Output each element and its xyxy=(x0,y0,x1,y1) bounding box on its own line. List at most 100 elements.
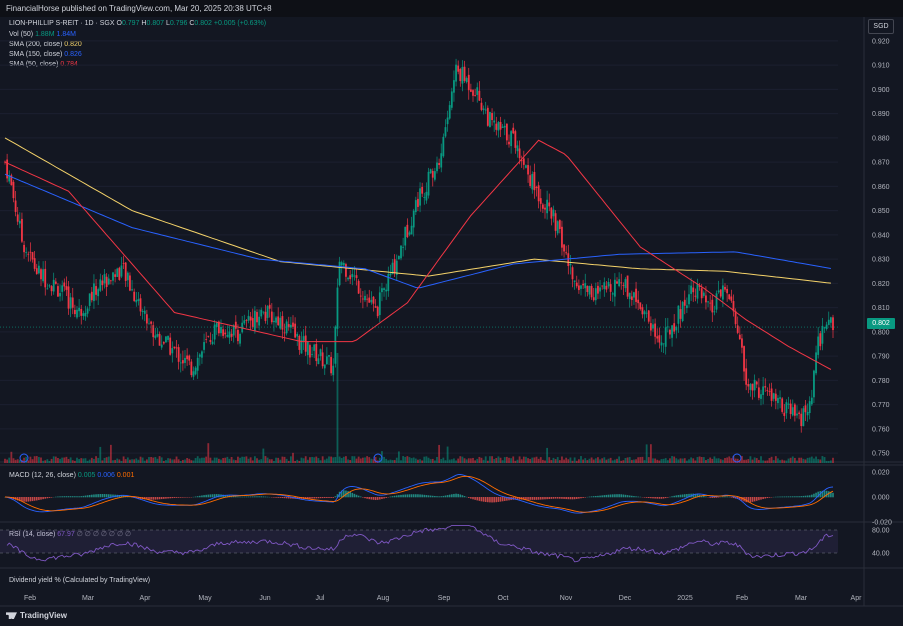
macd-hist-bar xyxy=(57,496,59,498)
macd-signal-line xyxy=(4,475,834,513)
macd-hist-bar xyxy=(611,494,614,498)
volume-bar xyxy=(264,456,267,463)
volume-bar xyxy=(745,459,748,463)
macd-hist-bar xyxy=(832,492,834,498)
candle-body xyxy=(628,292,631,300)
candle-body xyxy=(84,312,87,317)
volume-bar xyxy=(501,460,504,463)
volume-bar xyxy=(59,458,61,463)
candle-body xyxy=(484,109,487,111)
candle-body xyxy=(78,307,81,312)
volume-bar xyxy=(537,458,540,463)
macd-hist-bar xyxy=(16,497,19,501)
candle-body xyxy=(531,173,534,190)
macd-hist-bar xyxy=(489,497,491,503)
volume-bar xyxy=(277,457,280,463)
macd-hist-bar xyxy=(383,497,385,499)
macd-hist-bar xyxy=(279,497,282,498)
macd-hist-bar xyxy=(381,497,383,500)
candle-body xyxy=(385,289,388,292)
volume-bar xyxy=(95,456,97,463)
candle-body xyxy=(46,288,49,290)
candle-body xyxy=(565,252,568,254)
candle-body xyxy=(421,186,424,194)
rsi-value: 67.97 xyxy=(57,531,75,538)
candle-body xyxy=(226,334,229,337)
macd-hist-bar xyxy=(285,497,288,499)
volume-bar xyxy=(624,457,627,463)
macd-hist-bar xyxy=(683,494,686,498)
macd-hist-bar xyxy=(753,497,756,502)
candle-body xyxy=(474,95,477,96)
candle-body xyxy=(781,398,784,412)
macd-hist-bar xyxy=(544,497,546,500)
volume-bar xyxy=(705,459,707,463)
macd-hist-bar xyxy=(260,496,263,498)
volume-bar xyxy=(262,448,265,463)
candle-body xyxy=(666,326,669,328)
candle-body xyxy=(222,329,225,336)
macd-hist-bar xyxy=(359,496,362,498)
volume-bar xyxy=(315,456,318,463)
volume-bar xyxy=(448,459,451,463)
volume-bar xyxy=(177,459,180,463)
volume-bar xyxy=(253,456,256,463)
candle-body xyxy=(353,275,356,277)
volume-bar xyxy=(16,459,19,463)
volume-bar xyxy=(196,456,199,463)
sma50-label: SMA (50, close) xyxy=(9,61,59,68)
macd-signal-value: 0.006 xyxy=(97,472,115,479)
macd-hist-bar xyxy=(42,497,44,500)
volume-bar xyxy=(114,459,117,463)
volume-bar xyxy=(209,457,212,463)
candle-body xyxy=(558,220,561,229)
volume-ma-value: 1.84M xyxy=(56,31,76,38)
volume-bar xyxy=(478,456,481,463)
macd-hist-bar xyxy=(44,497,47,499)
dividend-marker xyxy=(373,453,383,463)
symbol-name: LION-PHILLIP S-REIT · 1D · SGX xyxy=(9,20,115,27)
macd-hist-bar xyxy=(592,496,595,498)
candle-body xyxy=(588,285,591,295)
volume-bar xyxy=(25,456,28,463)
candle-body xyxy=(423,197,426,198)
macd-hist-bar xyxy=(497,497,500,502)
volume-bar xyxy=(813,458,815,463)
macd-hist-bar xyxy=(548,497,551,500)
currency-button[interactable]: SGD xyxy=(868,19,894,34)
volume-bar xyxy=(741,456,743,463)
macd-hist-bar xyxy=(637,496,639,498)
candle-body xyxy=(431,170,434,178)
volume-bar xyxy=(613,459,616,463)
candle-body xyxy=(285,321,288,334)
volume-bar xyxy=(679,458,682,463)
volume-bar xyxy=(683,458,686,463)
candle-body xyxy=(535,186,538,189)
volume-bar xyxy=(728,456,731,463)
candle-body xyxy=(239,333,241,344)
volume-bar xyxy=(414,458,417,463)
ohlc-value: 0.802 xyxy=(194,20,212,27)
volume-bar xyxy=(654,458,657,463)
volume-bar xyxy=(90,457,93,463)
macd-hist-bar xyxy=(404,494,407,498)
macd-hist-bar xyxy=(527,497,529,500)
macd-hist-bar xyxy=(336,494,339,498)
volume-bar xyxy=(334,457,337,463)
volume-bar xyxy=(97,457,100,463)
macd-hist-bar xyxy=(559,497,561,499)
macd-hist-bar xyxy=(781,496,783,498)
macd-hist-bar xyxy=(207,494,210,498)
macd-hist-bar xyxy=(82,495,85,498)
volume-bar xyxy=(815,456,817,463)
candle-body xyxy=(184,357,186,363)
candle-body xyxy=(700,288,703,299)
publisher-bar: FinancialHorse published on TradingView.… xyxy=(0,0,903,17)
candle-body xyxy=(340,262,343,266)
volume-bar xyxy=(99,446,102,463)
macd-hist-bar xyxy=(821,490,824,498)
volume-bar xyxy=(181,459,184,463)
macd-hist-bar xyxy=(791,496,794,498)
candle-body xyxy=(529,175,532,186)
